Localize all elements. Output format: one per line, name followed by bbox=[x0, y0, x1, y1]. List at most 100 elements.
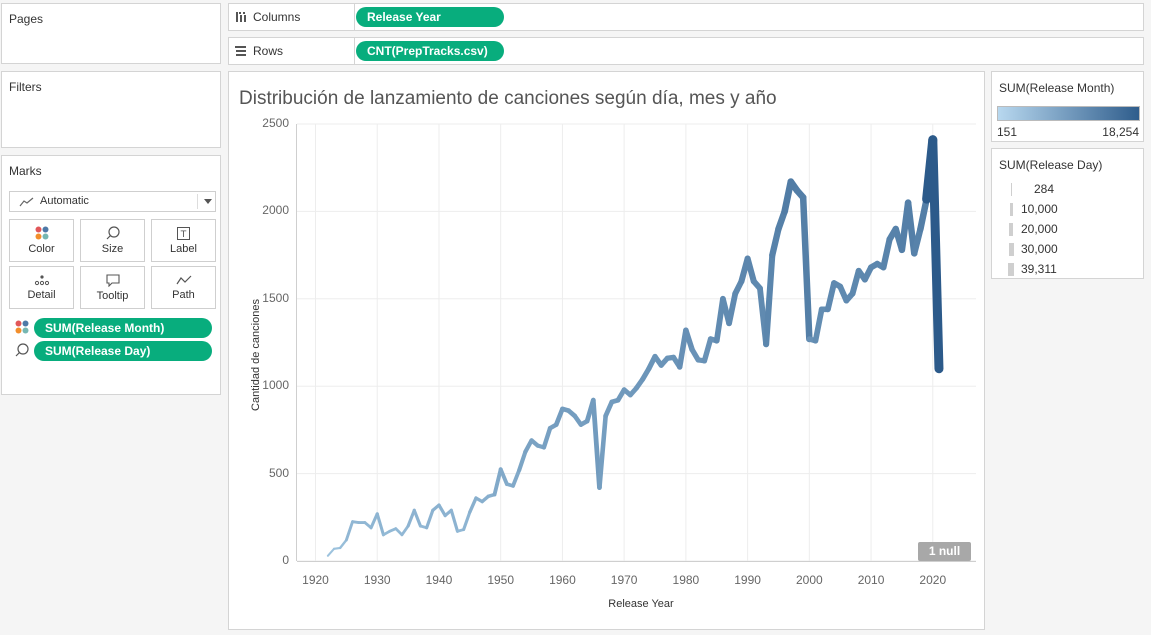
color-button[interactable]: Color bbox=[9, 219, 74, 262]
x-tick-label: 1930 bbox=[363, 573, 391, 587]
rows-icon bbox=[235, 46, 246, 56]
line-segment[interactable] bbox=[541, 425, 553, 450]
y-tick-label: 1000 bbox=[262, 378, 289, 393]
chevron-down-icon bbox=[204, 199, 212, 204]
text-label-icon: T bbox=[177, 226, 190, 240]
line-segment[interactable] bbox=[369, 512, 379, 530]
line-segment[interactable] bbox=[769, 225, 782, 259]
dropdown-divider bbox=[197, 194, 198, 209]
line-segment[interactable] bbox=[683, 327, 695, 353]
color-legend-max: 18,254 bbox=[1102, 125, 1139, 139]
columns-shelf-label: Columns bbox=[235, 10, 300, 24]
line-segment[interactable] bbox=[917, 195, 930, 233]
line-segment[interactable] bbox=[498, 467, 509, 487]
line-segment[interactable] bbox=[492, 467, 503, 497]
line-segment[interactable] bbox=[701, 336, 714, 364]
line-segment[interactable] bbox=[744, 255, 757, 285]
size-legend-title: SUM(Release Day) bbox=[999, 158, 1103, 172]
line-mark-icon bbox=[19, 197, 34, 207]
line-segment[interactable] bbox=[812, 306, 825, 344]
size-lasso-icon bbox=[106, 226, 120, 240]
label-button-label: Label bbox=[170, 242, 197, 255]
chart-view[interactable]: Distribución de lanzamiento de canciones… bbox=[228, 71, 985, 630]
size-swatch bbox=[1009, 223, 1013, 236]
line-segment[interactable] bbox=[517, 449, 528, 473]
rows-label: Rows bbox=[253, 44, 284, 58]
null-indicator-badge[interactable]: 1 null bbox=[918, 542, 971, 561]
size-legend-item[interactable]: 30,000 bbox=[1000, 242, 1130, 260]
columns-pill-release-year[interactable]: Release Year bbox=[356, 7, 504, 27]
line-segment[interactable] bbox=[849, 267, 862, 297]
color-button-label: Color bbox=[28, 243, 55, 255]
line-segment[interactable] bbox=[763, 252, 776, 348]
y-tick-label: 2000 bbox=[262, 203, 289, 218]
rows-pill-count[interactable]: CNT(PrepTracks.csv) bbox=[356, 41, 504, 61]
line-segment[interactable] bbox=[911, 225, 924, 257]
mark-type-dropdown[interactable]: Automatic bbox=[9, 191, 216, 212]
size-legend-item[interactable]: 10,000 bbox=[1000, 202, 1130, 220]
color-gradient-ramp bbox=[997, 106, 1140, 121]
line-segment[interactable] bbox=[406, 508, 416, 528]
line-segment[interactable] bbox=[928, 135, 944, 374]
line-segment[interactable] bbox=[344, 520, 355, 542]
path-button-label: Path bbox=[172, 289, 195, 301]
size-legend-value: 20,000 bbox=[1021, 222, 1058, 236]
line-segment[interactable] bbox=[462, 510, 472, 532]
x-tick-label: 2000 bbox=[795, 573, 823, 587]
line-segment[interactable] bbox=[468, 496, 478, 514]
line-segment[interactable] bbox=[880, 236, 893, 271]
rows-shelf[interactable]: Rows CNT(PrepTracks.csv) bbox=[228, 37, 1144, 65]
size-legend-value: 284 bbox=[1034, 182, 1055, 196]
detail-button[interactable]: Detail bbox=[9, 266, 74, 309]
filters-panel[interactable]: Filters bbox=[1, 71, 221, 148]
tooltip-bubble-icon bbox=[105, 273, 120, 287]
line-segment[interactable] bbox=[425, 508, 435, 530]
line-segment[interactable] bbox=[781, 178, 795, 215]
size-swatch bbox=[1008, 263, 1014, 276]
line-segment[interactable] bbox=[553, 406, 565, 428]
line-segment[interactable] bbox=[437, 503, 447, 518]
color-legend[interactable]: SUM(Release Month) 151 18,254 bbox=[991, 71, 1144, 142]
line-segment[interactable] bbox=[326, 547, 336, 557]
size-legend-item[interactable]: 284 bbox=[1000, 182, 1130, 200]
field-pill-release-day[interactable]: SUM(Release Day) bbox=[34, 341, 212, 361]
line-segment[interactable] bbox=[375, 512, 385, 537]
y-tick-label: 1500 bbox=[262, 290, 289, 305]
size-legend-value: 10,000 bbox=[1021, 202, 1058, 216]
line-segment[interactable] bbox=[799, 194, 813, 343]
x-tick-label: 1990 bbox=[734, 573, 761, 587]
rows-shelf-label: Rows bbox=[235, 44, 283, 58]
line-chart bbox=[296, 123, 976, 562]
size-legend[interactable]: SUM(Release Day) 284 10,000 20,000 30,000 39… bbox=[991, 148, 1144, 279]
size-legend-item[interactable]: 39,311 bbox=[1000, 262, 1130, 280]
size-swatch bbox=[1009, 203, 1013, 216]
mark-type-label: Automatic bbox=[40, 195, 89, 207]
columns-shelf[interactable]: Columns Release Year bbox=[228, 3, 1144, 31]
line-segment[interactable] bbox=[511, 468, 522, 488]
marks-panel: Marks Automatic Color Size T Label bbox=[1, 155, 221, 395]
x-tick-label: 1960 bbox=[549, 573, 576, 587]
size-button[interactable]: Size bbox=[80, 219, 145, 262]
tooltip-button[interactable]: Tooltip bbox=[80, 266, 145, 309]
line-segment[interactable] bbox=[824, 280, 837, 313]
pages-panel[interactable]: Pages bbox=[1, 3, 221, 64]
line-segment[interactable] bbox=[338, 538, 348, 550]
shelf-divider bbox=[354, 4, 355, 30]
x-tick-label: 1950 bbox=[487, 573, 515, 587]
color-legend-title: SUM(Release Month) bbox=[999, 81, 1115, 95]
line-segment[interactable] bbox=[676, 327, 689, 370]
line-segment[interactable] bbox=[449, 508, 460, 533]
tooltip-button-label: Tooltip bbox=[96, 289, 129, 302]
line-segment[interactable] bbox=[726, 290, 739, 327]
size-legend-item[interactable]: 20,000 bbox=[1000, 222, 1130, 240]
size-swatch bbox=[1008, 243, 1014, 256]
label-button[interactable]: T Label bbox=[151, 219, 216, 262]
x-tick-label: 1970 bbox=[610, 573, 638, 587]
line-segment[interactable] bbox=[412, 508, 423, 528]
line-segment[interactable] bbox=[394, 527, 404, 537]
path-button[interactable]: Path bbox=[151, 266, 216, 309]
line-segment[interactable] bbox=[597, 413, 608, 490]
line-segment[interactable] bbox=[603, 399, 615, 419]
line-segment[interactable] bbox=[400, 524, 410, 537]
field-pill-release-month[interactable]: SUM(Release Month) bbox=[34, 318, 212, 338]
